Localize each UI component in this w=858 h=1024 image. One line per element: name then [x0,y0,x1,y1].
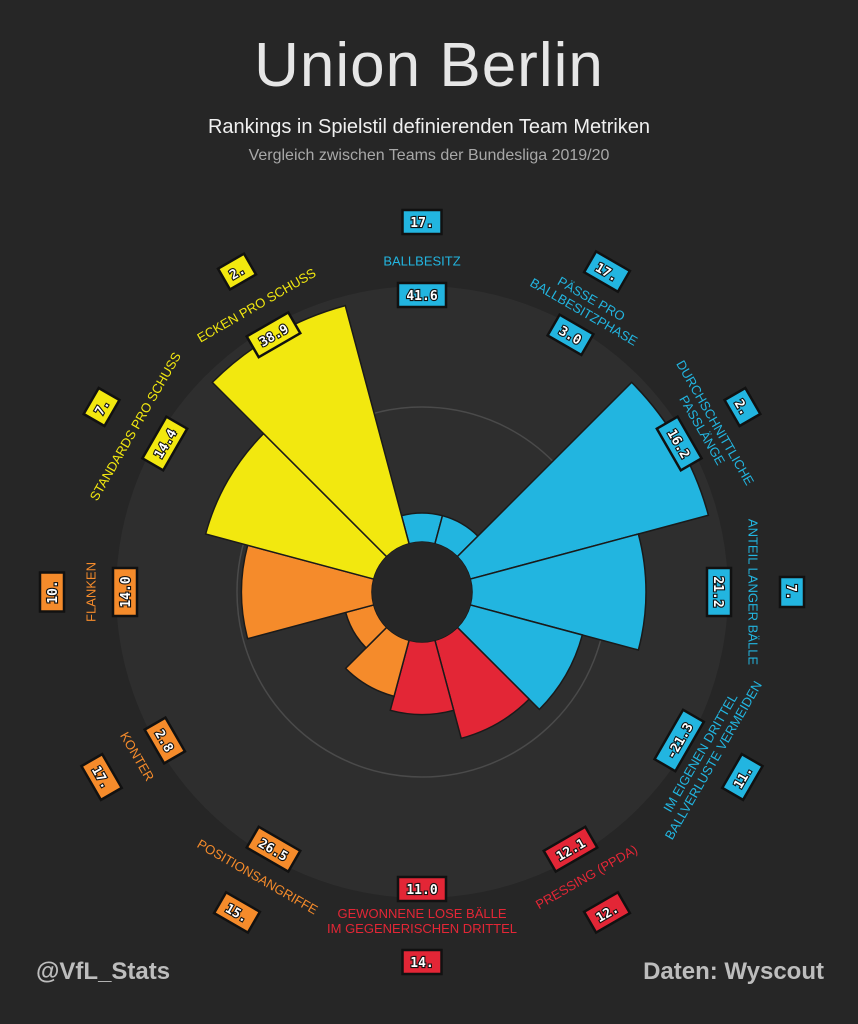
rank-label-3-text: 7. [783,584,798,600]
category-label-0: BALLBESITZ [383,253,460,268]
value-label-6: 11.0 [396,875,448,903]
value-label-8-box [142,715,187,766]
category-label-9: FLANKEN [83,562,98,622]
value-label-0-text: 41.6 [406,289,437,304]
value-label-7-box [245,825,302,874]
rank-label-8-box [79,752,124,802]
value-label-2-box [655,415,704,472]
rank-label-0-box [401,208,443,236]
rank-label-2: 2. [722,386,763,428]
rank-label-10: 7. [81,386,122,428]
value-label-10: 14.4 [140,415,189,472]
rank-label-7-box [212,890,262,935]
rank-label-6-text: 14. [410,956,433,971]
value-label-4-box [652,708,706,773]
rank-label-5-box [582,890,632,935]
rank-label-8: 17. [79,752,124,802]
value-label-1-box [545,312,596,357]
value-label-5-box [542,825,599,874]
rank-label-3-box [778,575,806,609]
rank-label-10-box [81,386,122,428]
category-label-3: ANTEIL LANGER BÄLLE [746,519,761,666]
rank-label-3: 7. [778,575,806,609]
rank-label-11: 2. [216,251,258,292]
rank-label-1-box [582,249,632,294]
value-label-9: 14.0 [111,566,139,618]
value-label-9-box [111,566,139,618]
category-label-6: IM GEGENERISCHEN DRITTEL [327,921,517,936]
value-label-6-box [396,875,448,903]
author-credit: @VfL_Stats [36,958,171,985]
value-label-6-text: 11.0 [406,883,437,898]
rank-label-9-box [38,571,66,613]
chart-subtitle: Rankings in Spielstil definierenden Team… [207,116,651,138]
chart-caption: Vergleich zwischen Teams der Bundesliga … [248,147,610,164]
rank-label-5: 12. [582,890,632,935]
value-label-9-text: 14.0 [119,576,134,607]
rank-label-6: 14. [401,948,443,976]
rank-label-9: 10. [38,571,66,613]
data-source: Daten: Wyscout [643,958,824,985]
rank-label-11-box [216,251,258,292]
value-label-10-box [140,415,189,472]
rank-label-0-text: 17. [410,216,433,231]
rank-label-7: 15. [212,890,262,935]
rank-label-4: 11. [720,752,765,802]
value-label-0-box [396,281,448,309]
value-label-11-box [245,310,302,359]
category-label-6: GEWONNENE LOSE BÄLLE [337,906,506,921]
rank-label-4-box [720,752,765,802]
center-hole [372,542,472,642]
rank-label-0: 17. [401,208,443,236]
rank-label-2-box [722,386,763,428]
value-label-0: 41.6 [396,281,448,309]
value-label-2: 16.2 [655,415,704,472]
value-label-3-box [705,566,733,618]
value-label-3: 21.2 [705,566,733,618]
rank-label-1: 17. [582,249,632,294]
rank-label-9-text: 10. [46,580,61,603]
value-label-3-text: 21.2 [710,576,725,607]
rank-label-6-box [401,948,443,976]
chart-title: Union Berlin [254,31,604,100]
